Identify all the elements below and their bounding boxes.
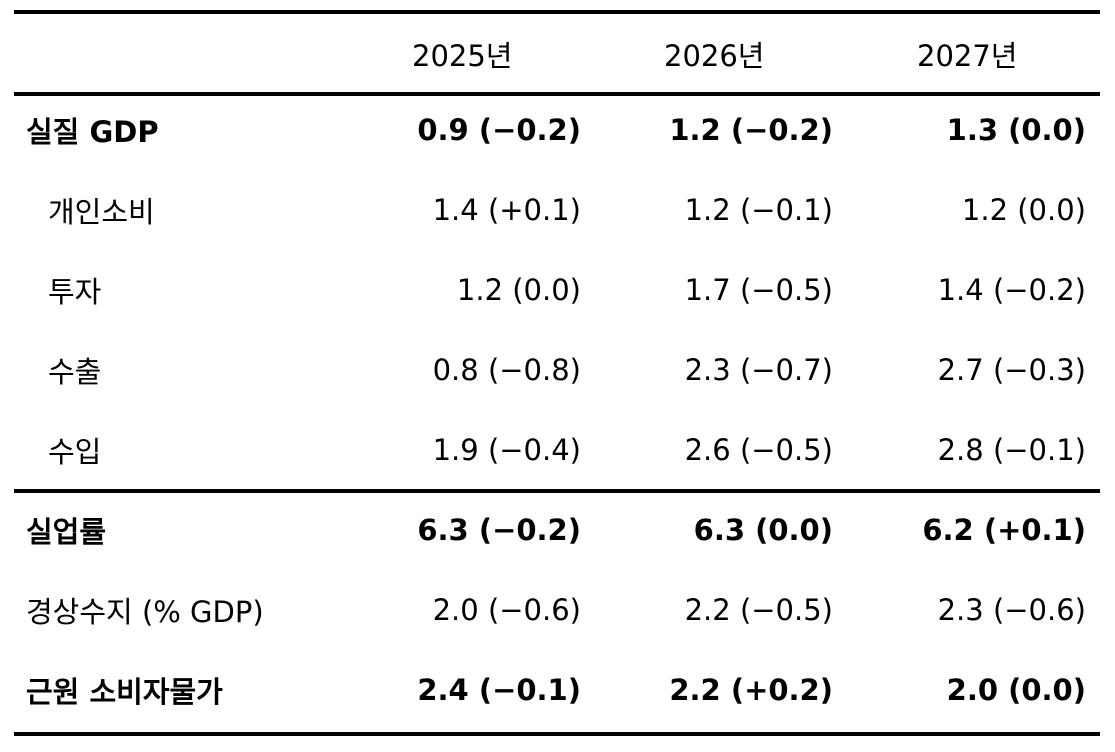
row-label: 수출 (48, 355, 102, 389)
value-2026: 2.3 (−0.7) (684, 353, 833, 387)
table-row-unemployment: 실업률 6.3 (−0.2) 6.3 (0.0) 6.2 (+0.1) (14, 490, 1100, 570)
value-2025: 6.3 (−0.2) (417, 513, 581, 547)
table-row-current-account: 경상수지 (% GDP) 2.0 (−0.6) 2.2 (−0.5) 2.3 (… (14, 570, 1100, 650)
row-label: 개인소비 (48, 195, 155, 229)
value-2025: 1.4 (+0.1) (432, 193, 581, 227)
value-2026: 1.2 (−0.2) (669, 113, 833, 147)
table-bottom-rule (14, 732, 1100, 736)
row-label: 수입 (48, 435, 102, 469)
header-2025: 2025년 (412, 39, 513, 73)
table-row-exports: 수출 0.8 (−0.8) 2.3 (−0.7) 2.7 (−0.3) (14, 330, 1100, 410)
value-2025: 1.9 (−0.4) (432, 433, 581, 467)
table-top-rule (14, 10, 1100, 14)
value-2027: 2.8 (−0.1) (937, 433, 1086, 467)
row-label: 경상수지 (% GDP) (26, 595, 264, 629)
value-2025: 1.2 (0.0) (456, 273, 581, 307)
value-2026: 6.3 (0.0) (693, 513, 833, 547)
section-rule (14, 489, 1100, 493)
table-header-row: 2025년 2026년 2027년 (14, 14, 1100, 94)
value-2025: 2.4 (−0.1) (417, 673, 581, 707)
table-row-core-cpi: 근원 소비자물가 2.4 (−0.1) 2.2 (+0.2) 2.0 (0.0) (14, 650, 1100, 730)
value-2027: 2.0 (0.0) (946, 673, 1086, 707)
value-2027: 2.7 (−0.3) (937, 353, 1086, 387)
value-2026: 1.7 (−0.5) (684, 273, 833, 307)
row-label: 근원 소비자물가 (26, 675, 223, 709)
header-2027: 2027년 (917, 39, 1018, 73)
value-2025: 2.0 (−0.6) (432, 593, 581, 627)
header-rule (14, 92, 1100, 96)
row-label: 투자 (48, 275, 102, 309)
header-2026: 2026년 (664, 39, 765, 73)
value-2027: 1.3 (0.0) (946, 113, 1086, 147)
table-row-consumption: 개인소비 1.4 (+0.1) 1.2 (−0.1) 1.2 (0.0) (14, 170, 1100, 250)
value-2026: 2.6 (−0.5) (684, 433, 833, 467)
row-label: 실업률 (26, 515, 107, 549)
value-2026: 2.2 (−0.5) (684, 593, 833, 627)
value-2026: 2.2 (+0.2) (669, 673, 833, 707)
value-2025: 0.8 (−0.8) (432, 353, 581, 387)
table-row-investment: 투자 1.2 (0.0) 1.7 (−0.5) 1.4 (−0.2) (14, 250, 1100, 330)
value-2027: 6.2 (+0.1) (922, 513, 1086, 547)
row-label: 실질 GDP (26, 115, 159, 149)
value-2025: 0.9 (−0.2) (417, 113, 581, 147)
value-2026: 1.2 (−0.1) (684, 193, 833, 227)
table-row-real-gdp: 실질 GDP 0.9 (−0.2) 1.2 (−0.2) 1.3 (0.0) (14, 90, 1100, 170)
value-2027: 1.4 (−0.2) (937, 273, 1086, 307)
value-2027: 2.3 (−0.6) (937, 593, 1086, 627)
table-row-imports: 수입 1.9 (−0.4) 2.6 (−0.5) 2.8 (−0.1) (14, 410, 1100, 490)
value-2027: 1.2 (0.0) (961, 193, 1086, 227)
